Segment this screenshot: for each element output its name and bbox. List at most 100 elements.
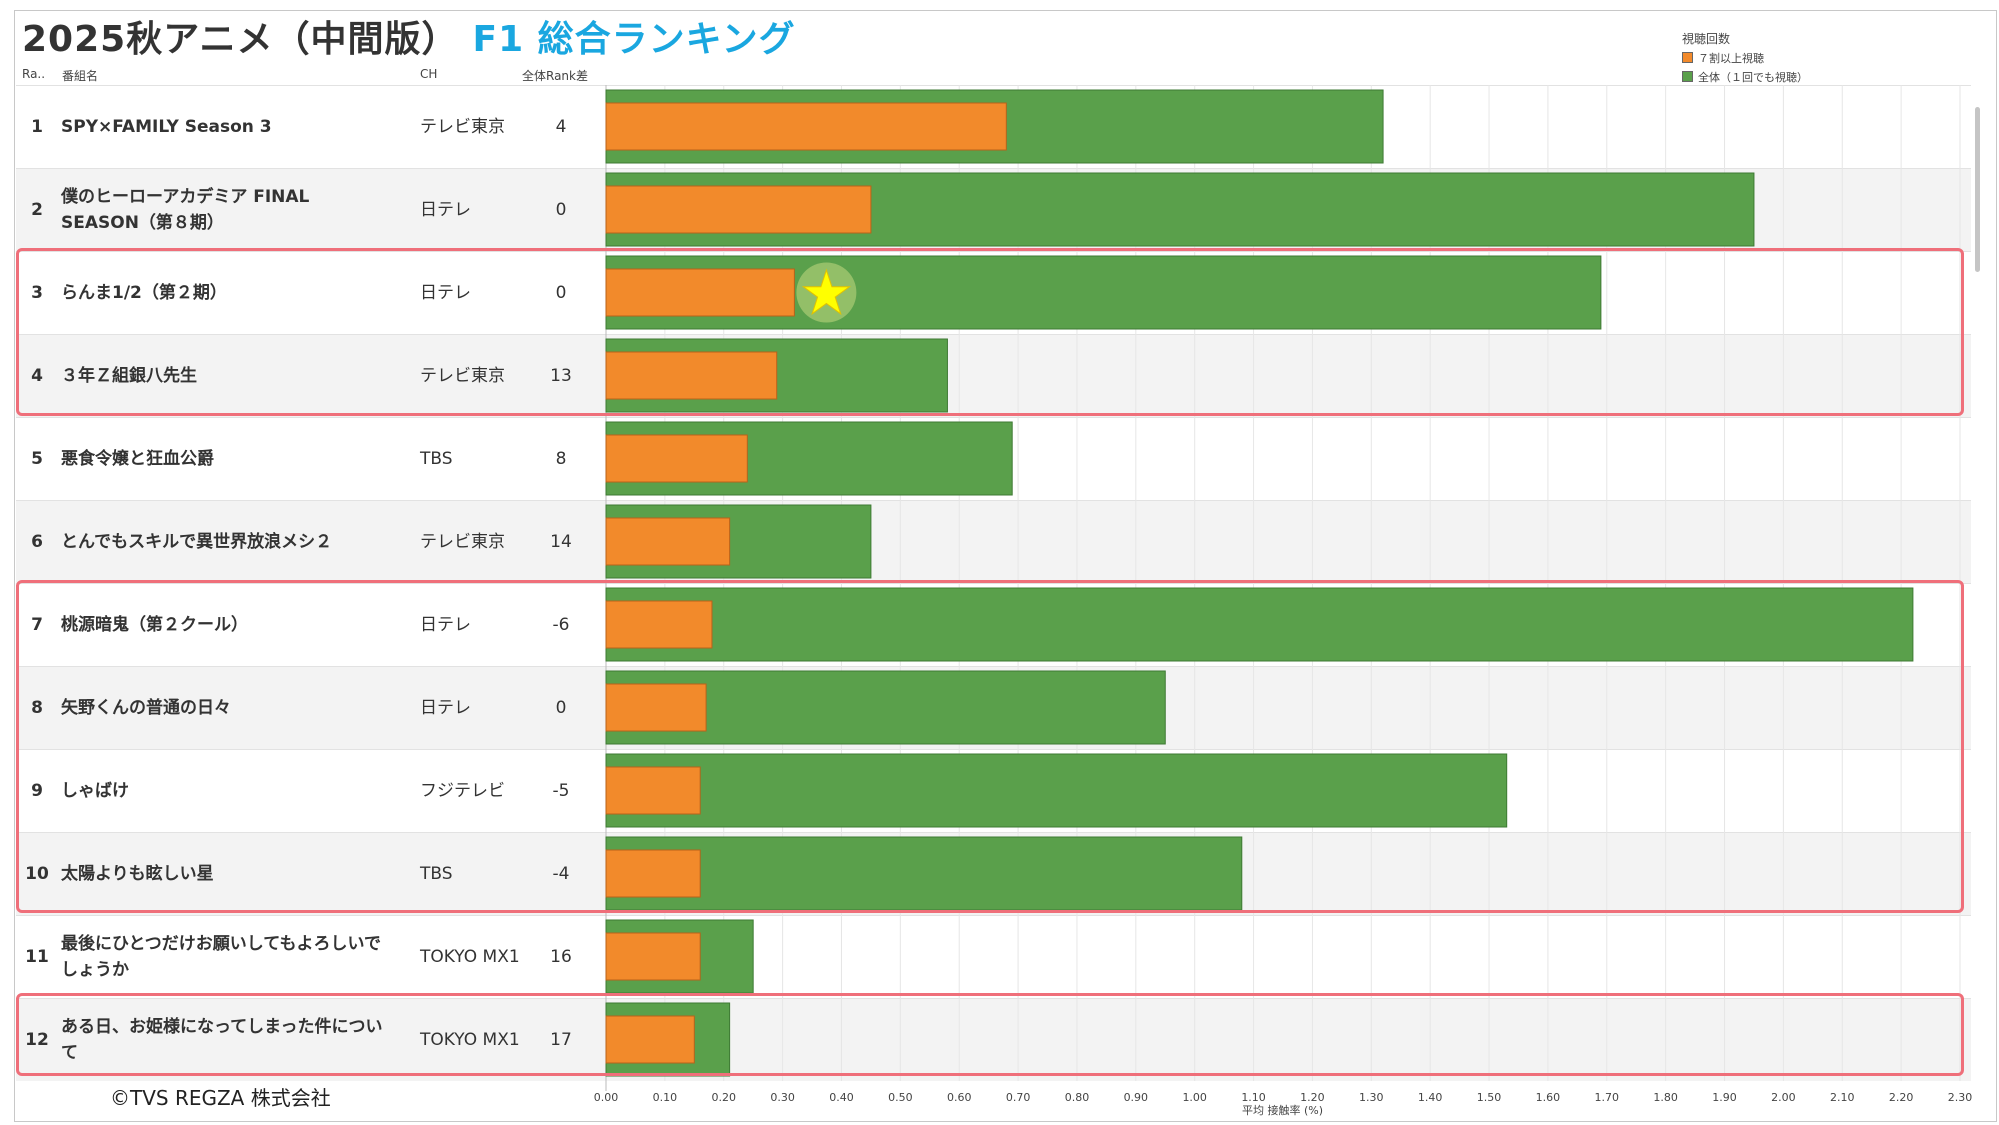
bar-high-2 [605,185,872,234]
x-tick-label: 0.50 [888,1091,913,1104]
copyright: ©TVS REGZA 株式会社 [110,1086,331,1110]
bar-high-11 [605,932,701,981]
table-row[interactable]: 12 ある日、お姫様になってしまった件について TOKYO MX1 17 [16,998,1971,1081]
legend-title: 視聴回数 [1682,32,1731,46]
x-tick-label: 0.30 [770,1091,795,1104]
column-header-ch[interactable]: CH [420,67,438,81]
channel-cell: テレビ東京 [420,117,505,137]
scrollbar-thumb[interactable] [1975,107,1980,272]
column-header-name[interactable]: 番組名 [62,69,99,83]
channel-cell: TOKYO MX1 [420,947,520,967]
table-row[interactable]: 5 悪食令嬢と狂血公爵 TBS 8 [16,417,1971,500]
x-tick-label: 1.10 [1241,1091,1266,1104]
bar-high-3 [605,268,795,317]
star-icon: ★ [799,259,853,329]
table-row[interactable]: 3 らんま1/2（第２期） 日テレ 0 [16,251,1971,334]
x-tick-label: 0.70 [1006,1091,1031,1104]
table-row[interactable]: 1 SPY×FAMILY Season 3 テレビ東京 4 [16,85,1971,168]
program-name: ある日、お姫様になってしまった件について [61,1017,383,1063]
program-name: 僕のヒーローアカデミア FINAL SEASON（第８期） [61,187,310,233]
bar-high-5 [605,434,748,483]
rank-diff-cell: 17 [550,1030,572,1050]
rank-cell: 6 [31,532,43,552]
legend-label-high: ７割以上視聴 [1698,52,1764,65]
channel-cell: テレビ東京 [420,532,505,552]
x-tick-label: 1.60 [1536,1091,1561,1104]
bar-high-12 [605,1015,695,1064]
x-tick-label: 0.10 [653,1091,678,1104]
x-tick-label: 2.20 [1889,1091,1914,1104]
x-tick-label: 1.40 [1418,1091,1443,1104]
highlight-box-rows-7-10 [16,580,1964,913]
bar-high-8 [605,683,707,732]
rank-diff-cell: 13 [550,366,572,386]
channel-cell: テレビ東京 [420,366,505,386]
title-main: 2025秋アニメ（中間版） [22,19,459,60]
x-tick-label: 2.30 [1948,1091,1973,1104]
table-row[interactable]: 4 ３年Ｚ組銀八先生 テレビ東京 13 [16,334,1971,417]
channel-cell: 日テレ [420,615,471,635]
rank-diff-cell: 4 [555,117,567,137]
rank-cell: 1 [31,117,43,137]
x-tick-label: 1.50 [1477,1091,1502,1104]
channel-cell: 日テレ [420,200,471,220]
channel-cell: TOKYO MX1 [420,1030,520,1050]
x-tick-label: 1.70 [1595,1091,1620,1104]
legend-item-high[interactable]: ７割以上視聴 [1682,49,1808,68]
program-name: 最後にひとつだけお願いしてもよろしいでしょうか [61,934,381,980]
x-tick-label: 2.00 [1771,1091,1796,1104]
bar-high-10 [605,849,701,898]
rank-diff-cell: -6 [552,615,570,635]
table-row[interactable]: 11 最後にひとつだけお願いしてもよろしいでしょうか TOKYO MX1 16 [16,915,1971,998]
x-tick-label: 0.60 [947,1091,972,1104]
rank-cell: 10 [25,864,49,884]
legend-label-all: 全体（１回でも視聴） [1698,71,1808,84]
channel-cell: TBS [420,449,453,469]
x-tick-label: 2.10 [1830,1091,1855,1104]
bar-high-4 [605,351,778,400]
channel-cell: 日テレ [420,698,471,718]
x-tick-label: 1.20 [1300,1091,1325,1104]
rank-cell: 11 [25,947,49,967]
x-tick-label: 0.20 [711,1091,736,1104]
highlight-box-row-12 [16,993,1964,1076]
channel-cell: TBS [420,864,453,884]
legend: 視聴回数 ７割以上視聴 全体（１回でも視聴） [1682,30,1808,87]
x-tick-label: 1.30 [1359,1091,1384,1104]
x-tick-label: 0.00 [594,1091,619,1104]
title-sub: F1 総合ランキング [472,19,796,60]
table-row[interactable]: 6 とんでもスキルで異世界放浪メシ２ テレビ東京 14 [16,500,1971,583]
chart-title: 2025秋アニメ（中間版） F1 総合ランキング [22,10,796,62]
legend-item-all[interactable]: 全体（１回でも視聴） [1682,68,1808,87]
chart-frame [14,10,1997,1122]
rank-diff-cell: 16 [550,947,572,967]
channel-cell: フジテレビ [420,781,505,801]
program-name: ３年Ｚ組銀八先生 [61,366,197,386]
channel-cell: 日テレ [420,283,471,303]
rank-diff-cell: 0 [555,698,567,718]
rank-diff-cell: 14 [550,532,572,552]
x-tick-label: 1.90 [1712,1091,1737,1104]
highlight-box-rows-3-4 [16,248,1964,416]
x-tick-label: 1.80 [1653,1091,1678,1104]
column-header-rank[interactable]: Ra.. [22,67,46,81]
x-tick-label: 0.90 [1124,1091,1149,1104]
bar-high-6 [605,517,731,566]
x-tick-label: 1.00 [1182,1091,1207,1104]
rank-diff-cell: -4 [552,864,570,884]
x-axis-label: 平均 接触率 (%) [1242,1104,1324,1117]
bar-high-9 [605,766,701,815]
rank-diff-cell: 0 [555,200,567,220]
rank-cell: 3 [31,283,43,303]
x-tick-label: 0.80 [1065,1091,1090,1104]
table-row[interactable]: 7 桃源暗鬼（第２クール） 日テレ -6 [16,583,1971,666]
rank-cell: 4 [31,366,43,386]
rank-cell: 8 [31,698,43,718]
legend-swatch-green [1682,71,1693,82]
table-row[interactable]: 9 しゃばけ フジテレビ -5 [16,749,1971,832]
rank-diff-cell: 8 [555,449,567,469]
program-name: 太陽よりも眩しい星 [61,864,214,884]
program-name: しゃばけ [61,781,129,801]
program-name: SPY×FAMILY Season 3 [61,117,272,137]
column-header-diff[interactable]: 全体Rank差 [522,69,588,83]
